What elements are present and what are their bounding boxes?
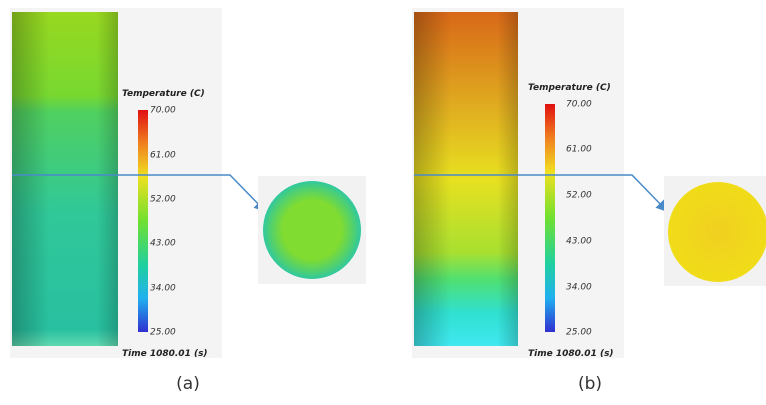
figure: Temperature (C) 70.00 61.00 52.00 43.00 … bbox=[0, 0, 766, 405]
tick-label: 34.00 bbox=[566, 283, 592, 293]
tick-label: 52.00 bbox=[566, 191, 592, 201]
tick-label: 25.00 bbox=[566, 328, 592, 338]
tick-label: 25.00 bbox=[150, 328, 176, 338]
cylinder-shade bbox=[414, 12, 518, 346]
cylinder-shade bbox=[12, 12, 118, 346]
cross-section bbox=[668, 182, 766, 282]
caption: (a) bbox=[176, 374, 200, 394]
caption: (b) bbox=[578, 374, 602, 394]
tick-label: 70.00 bbox=[566, 100, 592, 110]
colorbar bbox=[138, 110, 148, 332]
tick-label: 43.00 bbox=[566, 237, 592, 247]
tick-label: 43.00 bbox=[150, 239, 176, 249]
tick-label: 70.00 bbox=[150, 106, 176, 116]
time-label: Time 1080.01 (s) bbox=[122, 349, 208, 359]
tick-label: 52.00 bbox=[150, 195, 176, 205]
panel-a: Temperature (C) 70.00 61.00 52.00 43.00 … bbox=[10, 8, 366, 394]
panel-b: Temperature (C) 70.00 61.00 52.00 43.00 … bbox=[412, 8, 766, 394]
tick-label: 34.00 bbox=[150, 284, 176, 294]
cross-section bbox=[263, 181, 361, 279]
tick-label: 61.00 bbox=[566, 145, 592, 155]
colorbar bbox=[545, 104, 555, 332]
time-label: Time 1080.01 (s) bbox=[528, 349, 614, 359]
legend-title: Temperature (C) bbox=[528, 83, 611, 93]
legend-title: Temperature (C) bbox=[122, 89, 205, 99]
tick-label: 61.00 bbox=[150, 151, 176, 161]
